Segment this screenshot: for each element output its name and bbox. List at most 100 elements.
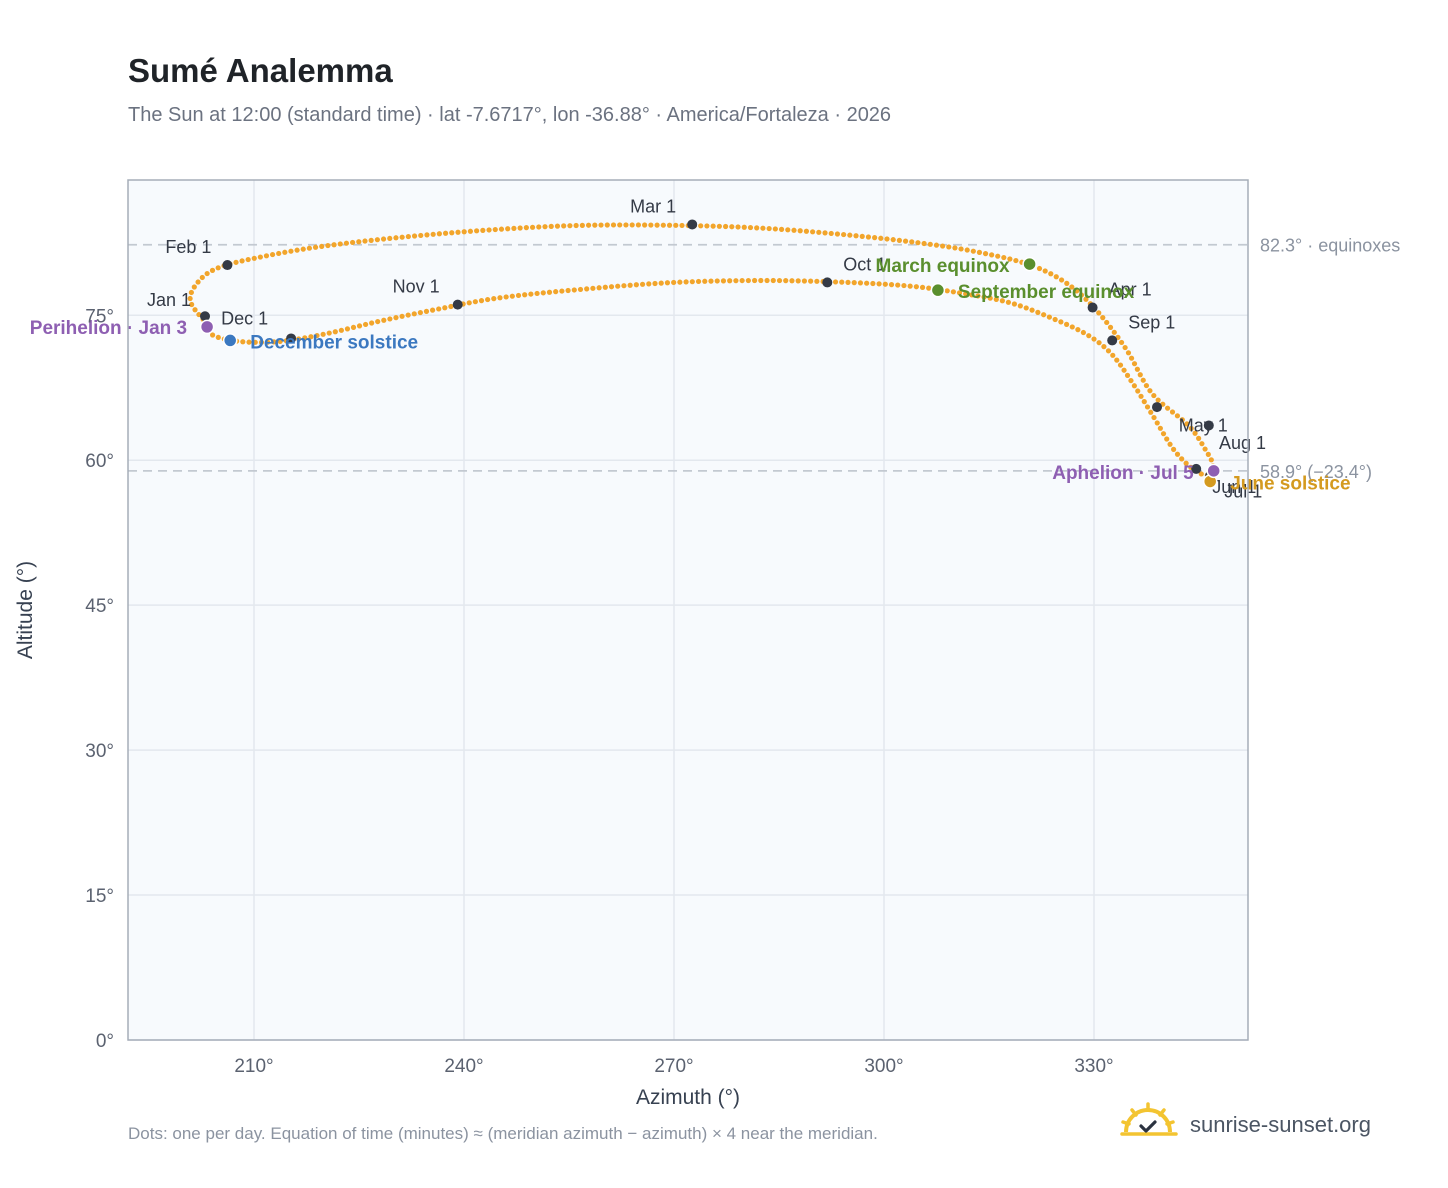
- highlight-label: June solstice: [1230, 473, 1350, 494]
- day-dot: [610, 222, 617, 228]
- day-dot: [1144, 404, 1151, 410]
- day-dot: [1171, 446, 1177, 452]
- day-dot: [828, 230, 834, 237]
- day-dot: [189, 301, 195, 308]
- day-dot: [542, 224, 548, 230]
- x-axis-ticks: 210° 240° 270° 300° 330°: [234, 1056, 1113, 1077]
- day-dot: [857, 280, 864, 286]
- day-dot: [783, 278, 789, 284]
- day-dot: [727, 278, 733, 284]
- day-dot: [604, 222, 610, 228]
- day-dot: [1157, 425, 1163, 431]
- day-dot: [822, 230, 828, 236]
- day-dot: [890, 237, 896, 243]
- day-dot: [1042, 268, 1048, 274]
- day-dot: [695, 278, 702, 285]
- day-dot: [472, 299, 478, 305]
- day-dot: [797, 228, 803, 234]
- day-dot: [375, 318, 381, 325]
- day-dot: [1104, 319, 1110, 326]
- month-label: Sep 1: [1128, 312, 1175, 332]
- day-dot: [733, 278, 739, 284]
- day-dot: [1117, 362, 1124, 368]
- day-dot: [944, 288, 950, 294]
- day-dot: [258, 339, 265, 345]
- day-dot: [296, 336, 302, 342]
- day-dot: [1135, 388, 1141, 394]
- day-dot: [1164, 405, 1171, 411]
- month-label: Jan 1: [147, 290, 191, 310]
- day-dot: [387, 316, 393, 322]
- day-dot: [1036, 265, 1043, 272]
- day-dot: [1107, 324, 1114, 330]
- highlight-label: Perihelion · Jan 3: [30, 318, 187, 339]
- day-dot: [300, 246, 306, 252]
- day-dot: [1202, 446, 1208, 452]
- day-dot: [698, 223, 704, 229]
- day-dot: [716, 223, 722, 229]
- brand-text[interactable]: sunrise-sunset.org: [1190, 1112, 1371, 1137]
- y-tick-label: 30°: [85, 741, 114, 762]
- y-tick-label: 45°: [85, 596, 114, 617]
- day-dot: [306, 245, 312, 251]
- day-dot: [548, 223, 554, 229]
- day-dot: [845, 279, 851, 285]
- month-label: Jun 1: [1212, 477, 1256, 497]
- day-dot: [1017, 303, 1023, 309]
- month-marker: [1087, 302, 1098, 313]
- month-marker: [1203, 420, 1214, 431]
- y-axis-label: Altitude (°): [14, 561, 37, 659]
- day-dot: [642, 222, 648, 228]
- highlight-marker: [199, 319, 215, 335]
- day-dot: [989, 252, 995, 258]
- day-dot: [209, 267, 216, 273]
- day-dot: [913, 284, 919, 290]
- day-dot: [785, 227, 791, 233]
- day-dot: [617, 222, 623, 228]
- day-dot: [590, 285, 596, 291]
- day-dot: [492, 226, 498, 233]
- day-dot: [652, 280, 658, 287]
- day-dot: [658, 280, 664, 286]
- day-dot: [567, 223, 573, 229]
- day-dot: [1183, 460, 1189, 466]
- highlight-marker: [930, 282, 946, 298]
- month-marker: [1152, 402, 1162, 413]
- day-dot: [789, 278, 795, 284]
- day-dot: [956, 290, 963, 296]
- day-dot: [847, 232, 853, 238]
- day-dot: [511, 225, 517, 231]
- day-dot: [497, 295, 503, 301]
- day-dot: [246, 339, 252, 345]
- day-dot: [952, 245, 958, 251]
- month-marker: [200, 311, 210, 322]
- sun-check-logo-icon: [1120, 1102, 1178, 1136]
- day-dot: [816, 229, 822, 235]
- highlight-marker: [1206, 463, 1221, 479]
- day-dot: [878, 235, 884, 241]
- day-dot: [320, 331, 326, 337]
- day-dot: [683, 279, 689, 285]
- day-dot: [356, 323, 363, 329]
- day-dot: [801, 278, 808, 284]
- day-dot: [436, 231, 442, 237]
- day-dot: [245, 256, 251, 263]
- x-tick-label: 210°: [234, 1056, 273, 1077]
- day-dot: [1074, 288, 1080, 294]
- day-dot: [969, 292, 975, 298]
- day-dot: [735, 224, 741, 230]
- day-dot: [302, 335, 308, 341]
- day-dot: [623, 222, 629, 228]
- day-dot: [374, 237, 380, 243]
- day-dot: [751, 277, 758, 284]
- day-dot: [853, 233, 859, 239]
- brand[interactable]: sunrise-sunset.org: [1120, 1102, 1390, 1146]
- x-tick-label: 270°: [654, 1056, 693, 1077]
- day-dot: [429, 307, 436, 313]
- day-dot: [1118, 339, 1125, 346]
- day-dot: [579, 222, 585, 228]
- day-dot: [981, 294, 987, 300]
- x-tick-label: 240°: [444, 1056, 483, 1077]
- day-dot: [509, 293, 515, 299]
